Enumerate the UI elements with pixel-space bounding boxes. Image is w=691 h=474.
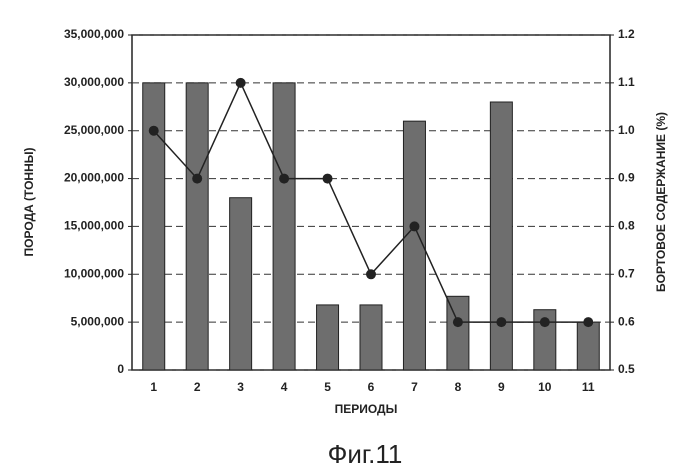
line-marker: [496, 317, 506, 327]
line-marker: [453, 317, 463, 327]
x-tick-label: 4: [281, 380, 288, 394]
line-marker: [192, 174, 202, 184]
y-tick-label: 20,000,000: [64, 171, 124, 185]
y-tick-label: 25,000,000: [64, 123, 124, 137]
y2-tick-label: 0.7: [618, 266, 635, 280]
x-axis-label: ПЕРИОДЫ: [335, 402, 398, 416]
x-tick-label: 3: [237, 380, 244, 394]
y2-tick-label: 1.2: [618, 27, 635, 41]
x-tick-label: 7: [411, 380, 418, 394]
line-marker: [149, 126, 159, 136]
y-tick-label: 5,000,000: [71, 314, 125, 328]
bar: [403, 121, 425, 370]
y-tick-label: 30,000,000: [64, 75, 124, 89]
y-axis-label: ПОРОДА (ТОННЫ): [22, 148, 36, 257]
bar: [577, 322, 599, 370]
y2-tick-label: 1.1: [618, 75, 635, 89]
y-tick-label: 10,000,000: [64, 266, 124, 280]
y2-tick-label: 0.5: [618, 362, 635, 376]
bar: [360, 305, 382, 370]
x-tick-label: 6: [368, 380, 375, 394]
y2-tick-label: 1.0: [618, 123, 635, 137]
y2-axis-label: БОРТОВОЕ СОДЕРЖАНИЕ (%): [654, 112, 668, 292]
bar: [317, 305, 339, 370]
y2-tick-label: 0.6: [618, 314, 635, 328]
caption: Фиг.11: [328, 439, 403, 469]
line-marker: [323, 174, 333, 184]
x-tick-label: 9: [498, 380, 505, 394]
line-marker: [236, 78, 246, 88]
bar: [273, 83, 295, 370]
chart: ПЕРИОДЫ ПОРОДА (ТОННЫ) БОРТОВОЕ СОДЕРЖАН…: [0, 0, 691, 474]
y2-tick-label: 0.8: [618, 219, 635, 233]
y-tick-label: 35,000,000: [64, 27, 124, 41]
x-tick-label: 2: [194, 380, 201, 394]
y2-tick-label: 0.9: [618, 171, 635, 185]
x-tick-label: 10: [538, 380, 552, 394]
bar: [230, 198, 252, 370]
line-marker: [409, 221, 419, 231]
line-marker: [583, 317, 593, 327]
x-tick-label: 8: [455, 380, 462, 394]
line-marker: [366, 269, 376, 279]
x-tick-label: 11: [582, 380, 595, 394]
bar: [447, 296, 469, 370]
y-tick-label: 0: [117, 362, 124, 376]
bar: [186, 83, 208, 370]
x-tick-label: 1: [150, 380, 157, 394]
x-tick-label: 5: [324, 380, 331, 394]
line: [154, 83, 589, 322]
line-marker: [279, 174, 289, 184]
line-marker: [540, 317, 550, 327]
y-tick-label: 15,000,000: [64, 219, 124, 233]
bar: [490, 102, 512, 370]
